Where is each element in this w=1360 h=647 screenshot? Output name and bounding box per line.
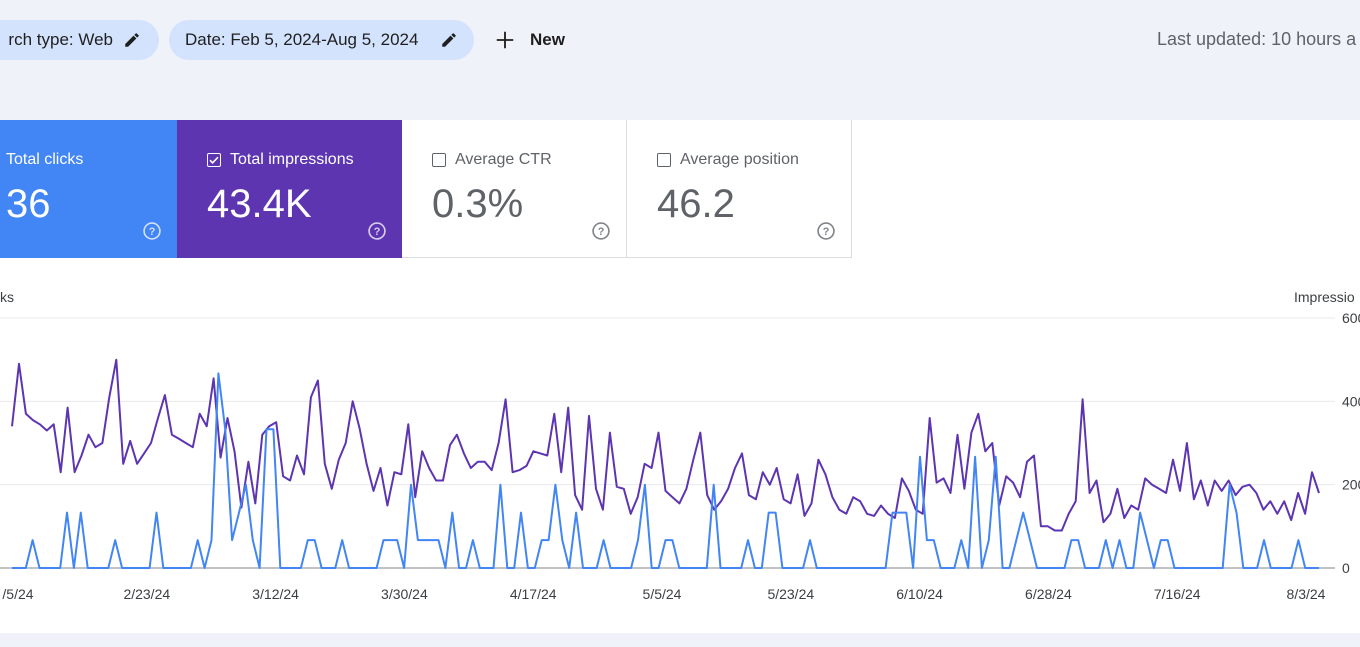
x-tick-label: 8/3/24 xyxy=(1287,586,1326,602)
last-updated-text: Last updated: 10 hours a xyxy=(1157,29,1357,49)
total-impressions-value: 43.4K xyxy=(207,182,312,226)
total-clicks-value: 36 xyxy=(6,182,51,226)
svg-text:?: ? xyxy=(374,226,381,238)
svg-text:?: ? xyxy=(149,226,156,238)
help-icon[interactable]: ? xyxy=(816,221,836,241)
x-tick-label: 5/23/24 xyxy=(767,586,814,602)
help-icon[interactable]: ? xyxy=(367,221,387,241)
average-ctr-value: 0.3% xyxy=(432,182,524,226)
average-position-value: 46.2 xyxy=(657,182,735,226)
y-tick-label: 400 xyxy=(1342,393,1360,409)
checkbox-unchecked-icon[interactable] xyxy=(432,153,446,167)
average-position-card[interactable]: Average position 46.2 ? xyxy=(627,120,852,258)
chart-plot-area[interactable]: 600 400 200 0/5/24 2/23/24 3/12/24 3/30/24 4/17… xyxy=(0,278,1360,608)
checkbox-checked-icon[interactable] xyxy=(207,153,221,167)
new-filter-button[interactable]: New xyxy=(494,20,565,60)
pencil-icon[interactable] xyxy=(123,31,141,49)
search-type-filter-chip[interactable]: rch type: Web xyxy=(0,20,159,60)
filter-bar: rch type: Web Date: Feb 5, 2024-Aug 5, 2… xyxy=(0,0,1360,80)
series-line-impressions xyxy=(11,358,1320,532)
series-line-clicks xyxy=(12,372,1319,569)
svg-text:?: ? xyxy=(823,226,830,238)
x-tick-label: 7/16/24 xyxy=(1154,586,1201,602)
help-icon[interactable]: ? xyxy=(142,221,162,241)
x-tick-label: /5/24 xyxy=(2,586,33,602)
new-filter-label: New xyxy=(530,30,565,49)
svg-text:?: ? xyxy=(598,226,605,238)
x-tick-label: 3/30/24 xyxy=(381,586,428,602)
total-impressions-card[interactable]: Total impressions 43.4K ? xyxy=(177,120,402,258)
total-clicks-label: Total clicks xyxy=(6,151,84,168)
total-impressions-label-row: Total impressions xyxy=(207,151,354,169)
date-filter-chip[interactable]: Date: Feb 5, 2024-Aug 5, 2024 xyxy=(169,20,474,60)
search-type-filter-label: rch type: Web xyxy=(8,30,113,49)
x-tick-label: 6/28/24 xyxy=(1025,586,1072,602)
y-tick-label: 600 xyxy=(1342,310,1360,326)
total-clicks-card[interactable]: Total clicks 36 ? xyxy=(0,120,177,258)
y-tick-label: 200 xyxy=(1342,477,1360,493)
performance-chart[interactable]: ks Impressio 600 400 200 0/5/24 2/23/24 3/12/… xyxy=(0,278,1360,608)
x-tick-label: 3/12/24 xyxy=(252,586,299,602)
average-position-label: Average position xyxy=(680,151,799,168)
right-axis-title: Impressio xyxy=(1294,289,1355,305)
average-ctr-card[interactable]: Average CTR 0.3% ? xyxy=(402,120,627,258)
checkbox-unchecked-icon[interactable] xyxy=(657,153,671,167)
average-ctr-label: Average CTR xyxy=(455,151,552,168)
x-tick-label: 2/23/24 xyxy=(123,586,170,602)
plus-icon xyxy=(496,31,514,49)
help-icon[interactable]: ? xyxy=(591,221,611,241)
left-axis-title: ks xyxy=(0,289,14,305)
x-tick-label: 4/17/24 xyxy=(510,586,557,602)
average-ctr-label-row: Average CTR xyxy=(432,151,552,169)
x-tick-label: 5/5/24 xyxy=(643,586,682,602)
x-tick-label: 6/10/24 xyxy=(896,586,943,602)
performance-panel: Total clicks 36 ? Total impressions 43.4… xyxy=(0,120,1360,633)
total-impressions-label: Total impressions xyxy=(230,151,354,168)
date-filter-label: Date: Feb 5, 2024-Aug 5, 2024 xyxy=(185,30,419,49)
y-tick-label: 0 xyxy=(1342,560,1350,576)
pencil-icon[interactable] xyxy=(440,31,458,49)
average-position-label-row: Average position xyxy=(657,151,799,169)
page-background-strip xyxy=(0,633,1360,647)
